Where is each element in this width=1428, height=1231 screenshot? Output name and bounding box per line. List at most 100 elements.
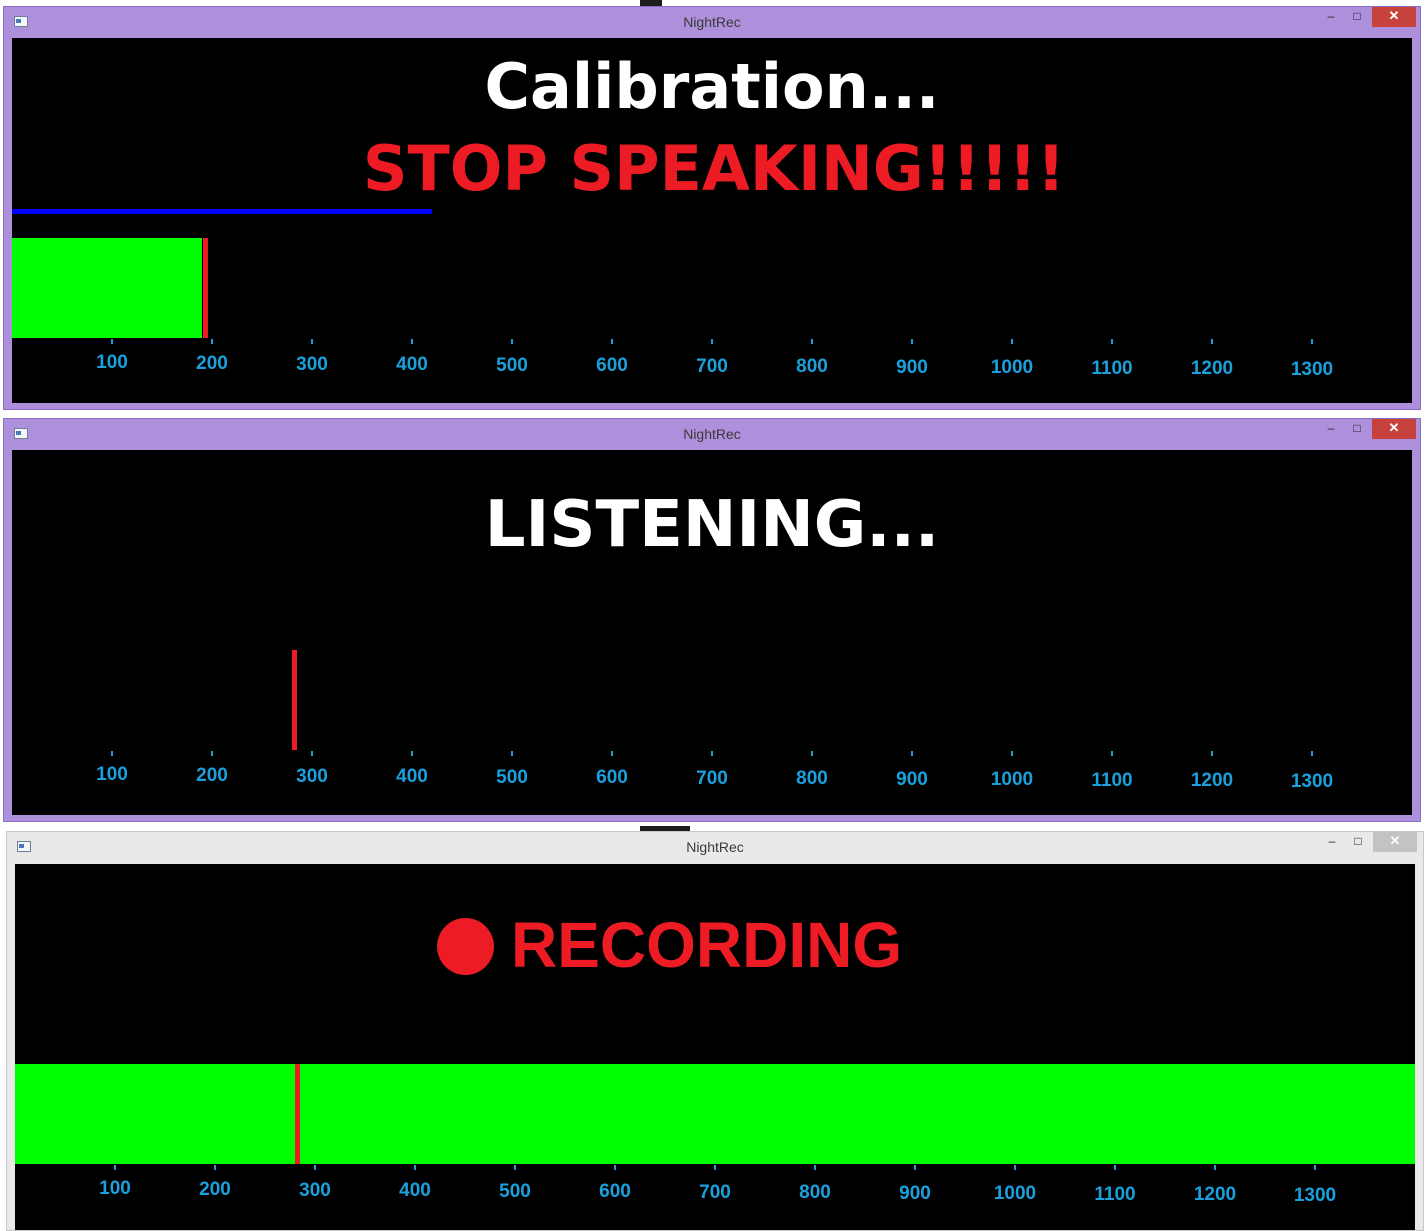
axis-tick: [1214, 1165, 1216, 1170]
listening-window: NightRec – □ ✕ LISTENING... 100 200 300 400…: [3, 418, 1421, 822]
status-heading: LISTENING...: [484, 488, 940, 562]
recording-dot-icon: [437, 918, 494, 975]
axis-label: 400: [396, 354, 428, 375]
axis-label: 100: [99, 1178, 131, 1199]
axis-label: 1300: [1290, 359, 1334, 380]
calibration-window: NightRec – □ ✕ Calibration... STOP SPEAK…: [3, 6, 1421, 410]
axis-label: 1200: [1193, 1184, 1237, 1205]
axis-tick: [214, 1165, 216, 1170]
axis-label: 900: [899, 1183, 931, 1204]
axis-tick: [811, 339, 813, 344]
app-icon[interactable]: [14, 428, 28, 439]
axis-tick: [511, 339, 513, 344]
axis-tick: [711, 339, 713, 344]
axis-tick: [314, 1165, 316, 1170]
axis-tick: [611, 339, 613, 344]
maximize-button[interactable]: □: [1353, 9, 1361, 23]
window-title: NightRec: [683, 426, 741, 442]
axis-tick: [611, 751, 613, 756]
status-heading: Calibration...: [484, 50, 940, 123]
axis-label: 200: [199, 1179, 231, 1200]
calibration-progress-bar: [12, 209, 432, 214]
axis-label: 1200: [1190, 358, 1234, 379]
axis-tick: [514, 1165, 516, 1170]
axis-label: 100: [96, 764, 128, 785]
meter-canvas: LISTENING... 100 200 300 400 500 600 700 800 900…: [12, 450, 1412, 815]
title-bar[interactable]: NightRec – □ ✕: [4, 419, 1420, 449]
close-button[interactable]: ✕: [1372, 7, 1416, 27]
axis-tick: [511, 751, 513, 756]
axis-label: 1200: [1190, 770, 1234, 791]
title-bar[interactable]: NightRec – □ ✕: [7, 832, 1423, 862]
axis-tick: [914, 1165, 916, 1170]
close-button[interactable]: ✕: [1373, 832, 1417, 852]
background-tab: [640, 0, 662, 6]
status-heading: RECORDING: [511, 909, 903, 981]
axis-label: 500: [496, 355, 528, 376]
axis-tick: [911, 339, 913, 344]
minimize-button[interactable]: –: [1328, 834, 1336, 848]
axis-label: 300: [299, 1180, 331, 1201]
axis-tick: [411, 751, 413, 756]
axis-label: 200: [196, 765, 228, 786]
axis-label: 1100: [1091, 358, 1133, 379]
axis-tick: [1211, 751, 1213, 756]
axis-tick: [714, 1165, 716, 1170]
axis-tick: [811, 751, 813, 756]
maximize-button[interactable]: □: [1353, 421, 1361, 435]
meter-canvas: Calibration... STOP SPEAKING!!!!! 100 200…: [12, 38, 1412, 403]
axis-tick: [1211, 339, 1213, 344]
axis-label: 1000: [990, 769, 1034, 790]
meter-canvas: RECORDING 100 200 300 400 500 600 700 800 900 100…: [15, 864, 1415, 1230]
axis-tick: [614, 1165, 616, 1170]
minimize-button[interactable]: –: [1327, 421, 1335, 435]
axis-tick: [311, 751, 313, 756]
axis-label: 1100: [1091, 770, 1133, 791]
axis-tick: [711, 751, 713, 756]
axis-label: 600: [599, 1181, 631, 1202]
axis-label: 600: [596, 355, 628, 376]
axis-tick: [114, 1165, 116, 1170]
axis-label: 500: [499, 1181, 531, 1202]
axis-tick: [1114, 1165, 1116, 1170]
axis-label: 200: [196, 353, 228, 374]
window-title: NightRec: [683, 14, 741, 30]
axis-tick: [1314, 1165, 1316, 1170]
level-bar: [15, 1064, 1415, 1164]
axis-label: 1000: [990, 357, 1034, 378]
axis-tick: [411, 339, 413, 344]
axis-tick: [1311, 339, 1313, 344]
minimize-button[interactable]: –: [1327, 9, 1335, 23]
axis-label: 900: [896, 769, 928, 790]
axis-label: 800: [796, 356, 828, 377]
warning-text: STOP SPEAKING!!!!!: [362, 132, 1066, 205]
axis-tick: [1311, 751, 1313, 756]
threshold-marker: [295, 1064, 300, 1164]
axis-tick: [111, 339, 113, 344]
axis-label: 1300: [1290, 771, 1334, 792]
axis-label: 400: [396, 766, 428, 787]
axis-label: 700: [699, 1182, 731, 1203]
threshold-marker: [292, 650, 297, 750]
app-icon[interactable]: [14, 16, 28, 27]
axis-tick: [311, 339, 313, 344]
app-icon[interactable]: [17, 841, 31, 852]
axis-label: 400: [399, 1180, 431, 1201]
close-button[interactable]: ✕: [1372, 419, 1416, 439]
axis-tick: [414, 1165, 416, 1170]
axis-label: 100: [96, 352, 128, 373]
axis-label: 300: [296, 766, 328, 787]
axis-tick: [111, 751, 113, 756]
axis-label: 1000: [993, 1183, 1037, 1204]
axis-label: 1100: [1094, 1184, 1136, 1205]
axis-tick: [1111, 339, 1113, 344]
axis-tick: [911, 751, 913, 756]
axis-label: 900: [896, 357, 928, 378]
recording-window: NightRec – □ ✕ RECORDING 100 200 300 400 500…: [6, 831, 1424, 1231]
axis-label: 500: [496, 767, 528, 788]
title-bar[interactable]: NightRec – □ ✕: [4, 7, 1420, 37]
axis-tick: [1011, 339, 1013, 344]
axis-label: 700: [696, 768, 728, 789]
maximize-button[interactable]: □: [1354, 834, 1362, 848]
level-bar: [12, 238, 202, 338]
